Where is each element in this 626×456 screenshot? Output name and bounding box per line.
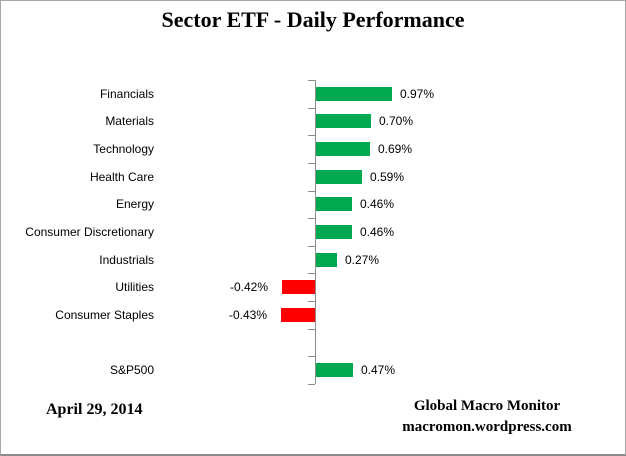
positive-bar (316, 225, 352, 239)
footer-credit: Global Macro Monitor macromon.wordpress.… (349, 396, 625, 438)
positive-bar (316, 142, 370, 156)
axis-tick (308, 163, 315, 164)
value-label: 0.46% (360, 225, 395, 239)
positive-bar (316, 87, 392, 101)
axis-tick (308, 108, 315, 109)
positive-bar (316, 114, 371, 128)
axis-tick (308, 356, 315, 357)
axis-tick (308, 329, 315, 330)
axis-tick (308, 273, 315, 274)
value-label: 0.70% (379, 114, 414, 128)
positive-bar (316, 253, 337, 267)
value-label: -0.42% (229, 280, 268, 294)
positive-bar (316, 170, 362, 184)
axis-tick (308, 384, 315, 385)
chart-title: Sector ETF - Daily Performance (161, 7, 465, 32)
category-label: Financials (99, 87, 154, 101)
category-label: Utilities (115, 280, 154, 294)
category-label: Consumer Staples (55, 308, 154, 322)
credit-url: macromon.wordpress.com (402, 419, 572, 435)
positive-bar (316, 197, 352, 211)
value-label: 0.59% (370, 170, 405, 184)
category-label: Industrials (99, 253, 154, 267)
axis-tick (308, 191, 315, 192)
value-label: 0.47% (361, 363, 396, 377)
value-label: 0.69% (378, 142, 413, 156)
y-axis-line (315, 80, 316, 384)
footer-date: April 29, 2014 (46, 401, 143, 418)
positive-bar (316, 363, 353, 377)
axis-tick (308, 80, 315, 81)
axis-tick (308, 218, 315, 219)
value-label: 0.27% (345, 253, 380, 267)
negative-bar (282, 280, 315, 294)
negative-bar (281, 308, 315, 322)
value-label: 0.97% (400, 87, 435, 101)
value-label: 0.46% (360, 197, 395, 211)
category-label: Energy (115, 197, 154, 211)
axis-tick (308, 135, 315, 136)
category-label: Materials (105, 114, 154, 128)
axis-tick (308, 301, 315, 302)
category-label: Consumer Discretionary (25, 225, 154, 239)
credit-source: Global Macro Monitor (413, 398, 561, 414)
axis-tick (308, 246, 315, 247)
category-label: Technology (93, 142, 154, 156)
category-label: S&P500 (109, 363, 154, 377)
value-label: -0.43% (228, 308, 267, 322)
category-label: Health Care (89, 170, 154, 184)
